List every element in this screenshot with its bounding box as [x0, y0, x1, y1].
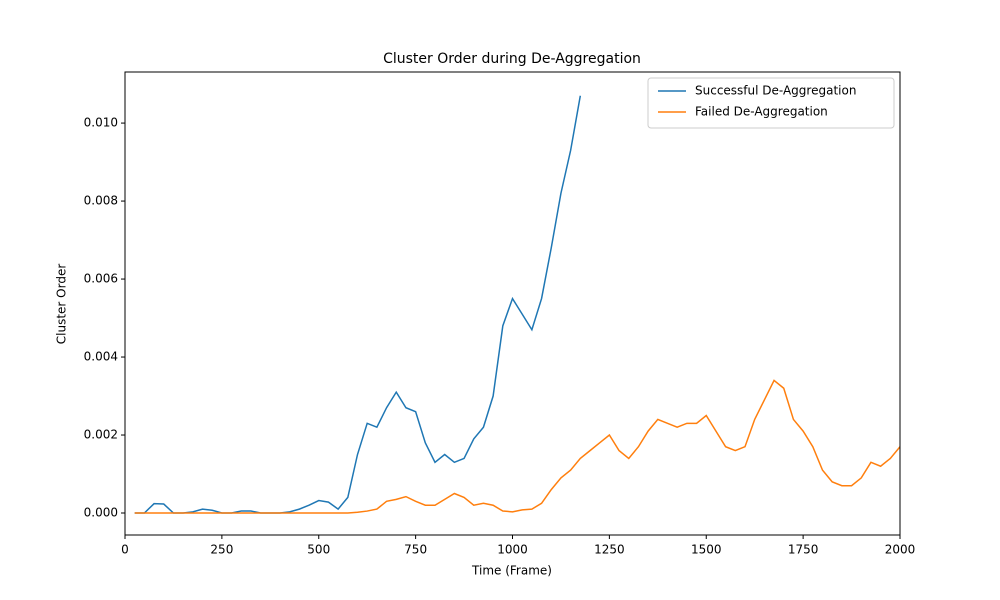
- x-tick-label: 250: [210, 543, 233, 557]
- x-axis-label: Time (Frame): [471, 564, 552, 578]
- y-tick-label: 0.008: [84, 194, 118, 208]
- x-tick-label: 1000: [497, 543, 528, 557]
- x-tick-label: 2000: [885, 543, 916, 557]
- legend-label: Successful De-Aggregation: [695, 84, 856, 98]
- y-tick-label: 0.006: [84, 272, 118, 286]
- y-tick-label: 0.000: [84, 506, 118, 520]
- plot-frame: [124, 71, 901, 536]
- x-tick-label: 0: [121, 543, 129, 557]
- y-tick-label: 0.004: [84, 350, 118, 364]
- y-tick-label: 0.002: [84, 428, 118, 442]
- legend-label: Failed De-Aggregation: [695, 105, 828, 119]
- y-tick-label: 0.010: [84, 116, 118, 130]
- y-axis-label: Cluster Order: [55, 264, 69, 345]
- chart-title: Cluster Order during De-Aggregation: [383, 51, 641, 67]
- x-tick-label: 1500: [691, 543, 722, 557]
- series-line: [134, 379, 901, 514]
- x-tick-label: 500: [307, 543, 330, 557]
- x-tick-label: 1750: [788, 543, 819, 557]
- x-tick-label: 750: [404, 543, 427, 557]
- legend-box: [647, 77, 895, 129]
- x-tick-label: 1250: [594, 543, 625, 557]
- series-line: [134, 95, 582, 514]
